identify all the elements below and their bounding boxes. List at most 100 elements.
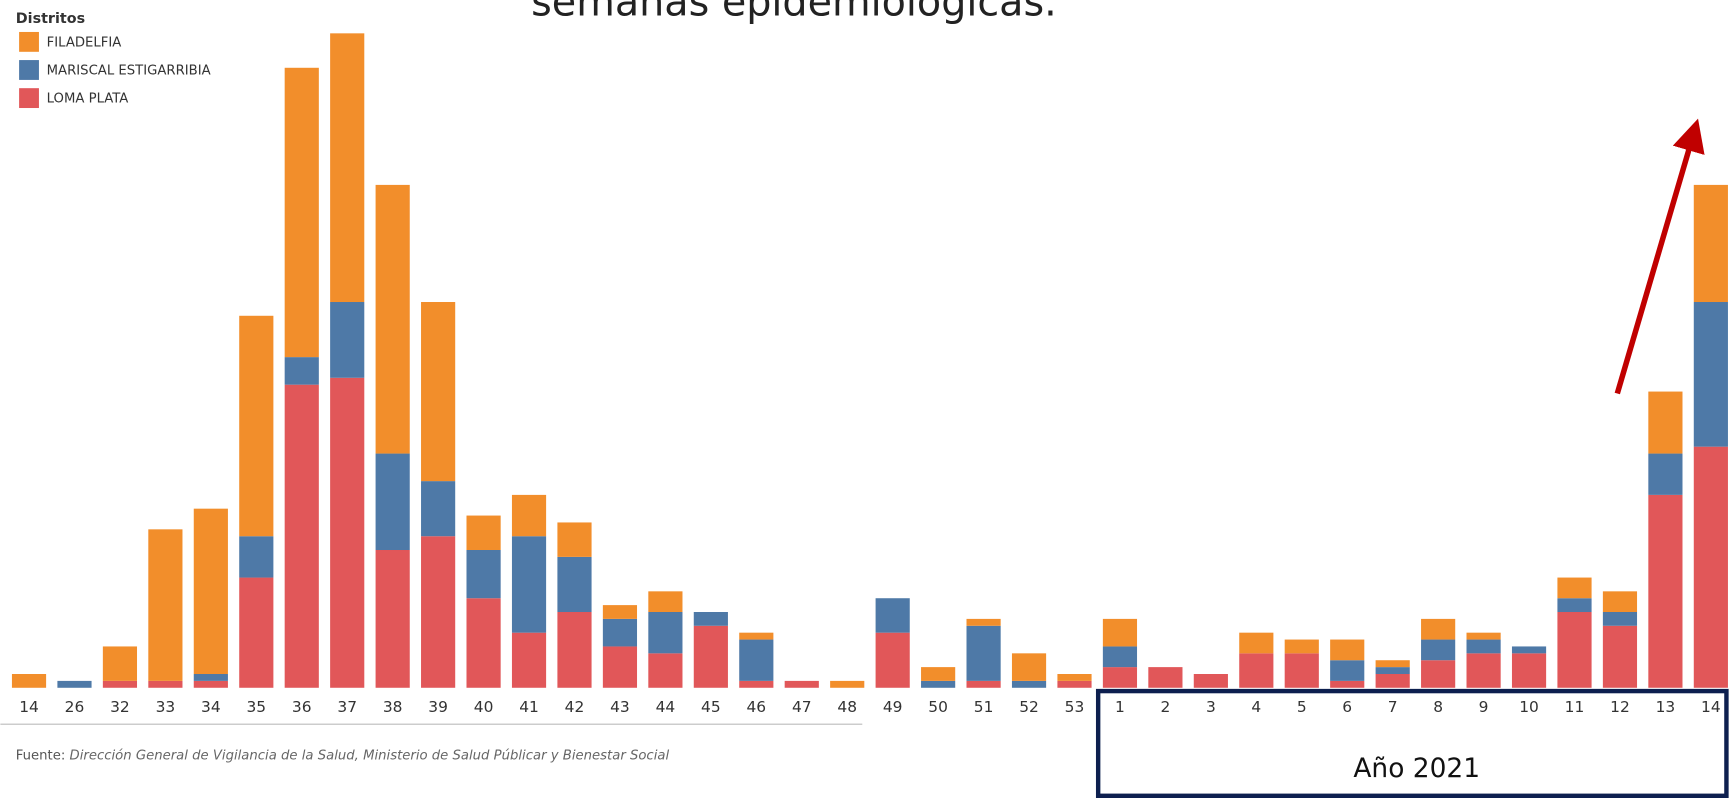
bar-segment [648,653,683,688]
bar-segment [602,605,638,619]
legend-swatch [19,31,39,52]
bar-segment [1511,646,1547,654]
bar-segment [966,680,1001,688]
bar-segment [193,508,228,675]
bar-segment [739,639,774,681]
x-tick-label: 14 [19,698,39,716]
legend-swatch [19,88,39,109]
bar-segment [1011,680,1047,688]
source: Fuente: Dirección General de Vigilancia … [16,747,670,763]
x-tick-label: 48 [837,698,857,716]
bar-segment [466,550,501,599]
bar-segment [966,625,1001,681]
bar-segment [511,632,547,688]
bar-segment [102,680,138,688]
bar-segment [1330,680,1365,688]
bar-segment [421,481,456,537]
bar-segment [1693,184,1728,303]
bar-segment [1648,453,1683,495]
bar-segment [557,612,592,688]
bar-segment [330,33,365,303]
bar-segment [1057,680,1092,688]
x-tick-label: 45 [701,698,721,716]
bar-segment [102,646,138,681]
bar-segment [1375,667,1410,675]
bar-segment [1102,618,1138,647]
bar-segment [1284,639,1319,654]
bar-segment [1466,653,1501,688]
bar-segment [1330,639,1365,661]
bar-segment [1466,639,1501,654]
bar-segment [557,522,592,557]
bar-segment [193,674,228,681]
x-tick-label: 1 [1115,698,1125,716]
x-tick-label: 2 [1160,698,1170,716]
bar-segment [1239,653,1274,688]
bar-segment [1421,660,1456,688]
bar-segment [1239,632,1274,654]
bar-segment [1148,667,1183,688]
x-tick-label: 43 [610,698,630,716]
legend-label: FILADELFIA [47,35,122,50]
x-tick-label: 46 [746,698,766,716]
x-tick-label: 14 [1701,698,1721,716]
bar-segment [1648,391,1683,454]
bar-segment [375,550,410,688]
x-tick-label: 9 [1479,698,1489,716]
source-text: Dirección General de Vigilancia de la Sa… [70,747,670,763]
bar-segment [1557,598,1592,613]
bar-segment [1466,632,1501,640]
bar-segment [511,536,547,633]
bar-segment [1375,660,1410,668]
x-tick-label: 11 [1565,698,1585,716]
bar-segment [830,680,865,688]
bar-segment [193,680,228,688]
x-tick-label: 44 [656,698,676,716]
bar-segment [239,536,274,578]
bar-segment [784,680,819,688]
x-tick-label: 3 [1206,698,1216,716]
bar-segment [921,680,956,688]
bar-segment [1421,639,1456,661]
bar-segment [239,577,274,688]
x-tick-label: 4 [1251,698,1261,716]
x-tick-label: 13 [1656,698,1676,716]
source-label: Fuente: [16,748,66,763]
bar-segment [1375,674,1410,688]
x-tick-label: 38 [383,698,403,716]
bar-segment [1102,646,1138,668]
bar-segment [57,680,92,688]
bar-segment [1193,674,1228,688]
trend-arrow [1614,118,1705,395]
x-tick-label: 49 [883,698,903,716]
bar-segment [148,529,183,681]
bar-segment [375,453,410,551]
bar-segment [284,67,319,358]
x-tick-label: 37 [337,698,357,716]
x-tick-label: 51 [974,698,994,716]
legend-label: MARISCAL ESTIGARRIBIA [47,63,211,78]
bar-segment [693,612,728,626]
x-tick-label: 6 [1342,698,1352,716]
bar-segment [284,357,319,385]
x-tick-label: 7 [1388,698,1398,716]
bar-segment [739,632,774,640]
year-box [1095,688,1729,798]
bar-segment [602,618,638,647]
x-tick-label: 12 [1610,698,1630,716]
bar-segment [1602,591,1638,613]
bar-segment [284,384,319,688]
bar-segment [875,632,910,688]
legend-label: LOMA PLATA [47,92,129,107]
bar-segment [1057,674,1092,681]
x-tick-label: 32 [110,698,130,716]
x-tick-label: 8 [1433,698,1443,716]
x-tick-label: 10 [1519,698,1539,716]
x-tick-label: 5 [1297,698,1307,716]
bar-segment [466,515,501,551]
chart-title: semanas epidemiológicas. [531,0,1057,25]
bar-segment [648,591,683,613]
bar-segment [375,184,410,454]
bar-segment [1693,446,1728,688]
